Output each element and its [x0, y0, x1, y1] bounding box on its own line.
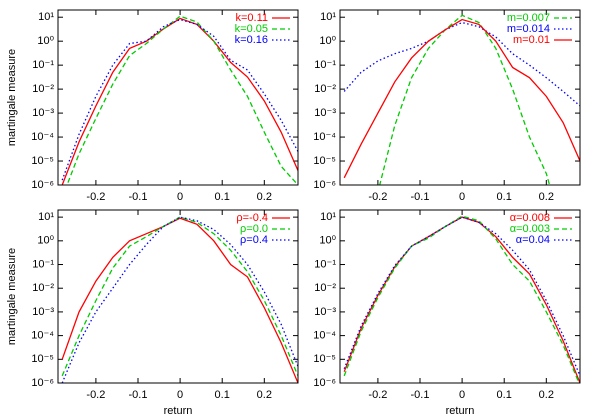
x-tick-label: -0.1 — [129, 191, 148, 203]
series-line — [61, 17, 298, 185]
series-line — [343, 216, 580, 383]
plot-frame — [339, 9, 581, 186]
y-tick-label: 10⁰ — [319, 235, 336, 247]
x-tick-label: 0.2 — [539, 389, 554, 401]
legend-label: α=0.003 — [510, 223, 550, 235]
legend-label: m=0.01 — [513, 34, 550, 46]
x-tick-label: -0.2 — [86, 191, 105, 203]
y-tick-label: 10¹ — [320, 211, 336, 223]
series-line — [379, 14, 551, 185]
y-tick-label: 10⁻⁶ — [31, 377, 54, 389]
y-tick-label: 10⁻¹ — [314, 59, 336, 71]
y-tick-label: 10⁻³ — [314, 306, 336, 318]
y-tick-label: 10⁻³ — [314, 107, 336, 119]
legend-label: ρ=-0.4 — [236, 212, 268, 224]
legend-label: m=0.014 — [507, 23, 550, 35]
y-tick-label: 10⁻⁴ — [31, 131, 54, 143]
y-tick-label: 10⁰ — [37, 235, 54, 247]
series-line — [343, 216, 580, 377]
x-tick-label: 0.1 — [215, 389, 230, 401]
y-tick-label: 10⁻¹ — [32, 59, 54, 71]
legend-label: α=0.04 — [516, 234, 550, 246]
plot-frame — [57, 209, 299, 384]
x-tick-label: 0 — [459, 389, 465, 401]
x-tick-label: 0 — [177, 191, 183, 203]
y-tick-label: 10⁻² — [32, 83, 54, 95]
x-tick-label: 0 — [459, 191, 465, 203]
x-tick-label: 0.2 — [257, 191, 272, 203]
y-tick-label: 10⁻⁴ — [313, 330, 336, 342]
y-tick-label: 10⁻¹ — [32, 258, 54, 270]
legend-label: k=0.11 — [235, 12, 268, 24]
y-tick-label: 10⁻⁶ — [313, 377, 336, 389]
y-tick-label: 10⁻² — [314, 282, 336, 294]
y-tick-label: 10⁻² — [314, 83, 336, 95]
y-tick-label: 10⁻⁵ — [313, 353, 336, 365]
series-line — [343, 215, 580, 383]
legend-label: k=0.16 — [235, 34, 268, 46]
series-line — [61, 18, 298, 181]
y-tick-label: 10⁻⁵ — [31, 353, 54, 365]
x-tick-label: -0.2 — [86, 389, 105, 401]
y-axis-label: martingale measure — [6, 49, 18, 146]
x-tick-label: -0.2 — [368, 191, 387, 203]
series-line — [61, 216, 298, 383]
series-line — [66, 15, 298, 185]
y-tick-label: 10⁻³ — [32, 107, 54, 119]
y-axis-label: martingale measure — [6, 248, 18, 345]
y-tick-label: 10¹ — [38, 211, 54, 223]
plot-frame — [57, 9, 299, 186]
x-tick-label: 0.1 — [215, 191, 230, 203]
legend-label: k=0.05 — [235, 23, 268, 35]
x-tick-label: 0.2 — [539, 191, 554, 203]
series-line — [343, 18, 580, 179]
legend-label: α=0.008 — [510, 212, 550, 224]
x-tick-label: -0.1 — [411, 389, 430, 401]
y-tick-label: 10⁻² — [32, 282, 54, 294]
plot-frame — [339, 209, 581, 384]
x-tick-label: 0 — [177, 389, 183, 401]
x-axis-label: return — [164, 405, 193, 417]
y-tick-label: 10¹ — [38, 11, 54, 23]
y-tick-label: 10⁻⁴ — [31, 330, 54, 342]
y-tick-label: 10⁻³ — [32, 306, 54, 318]
legend-label: ρ=0.4 — [240, 234, 268, 246]
y-tick-label: 10⁻⁶ — [31, 179, 54, 191]
legend-label: m=0.007 — [507, 12, 550, 24]
y-tick-label: 10⁻⁵ — [313, 155, 336, 167]
x-tick-label: 0.1 — [497, 389, 512, 401]
y-tick-label: 10⁻⁵ — [31, 155, 54, 167]
x-tick-label: -0.1 — [411, 191, 430, 203]
x-tick-label: -0.2 — [368, 389, 387, 401]
x-tick-label: 0.2 — [257, 389, 272, 401]
y-tick-label: 10⁻⁶ — [313, 179, 336, 191]
x-tick-label: -0.1 — [129, 389, 148, 401]
y-tick-label: 10⁰ — [319, 35, 336, 47]
legend-label: ρ=0.0 — [240, 223, 268, 235]
y-tick-label: 10⁻¹ — [314, 258, 336, 270]
y-tick-label: 10⁻⁴ — [313, 131, 336, 143]
x-tick-label: 0.1 — [497, 191, 512, 203]
series-line — [61, 216, 298, 377]
y-tick-label: 10⁰ — [37, 35, 54, 47]
series-line — [61, 217, 298, 383]
y-tick-label: 10¹ — [320, 11, 336, 23]
x-axis-label: return — [446, 405, 475, 417]
